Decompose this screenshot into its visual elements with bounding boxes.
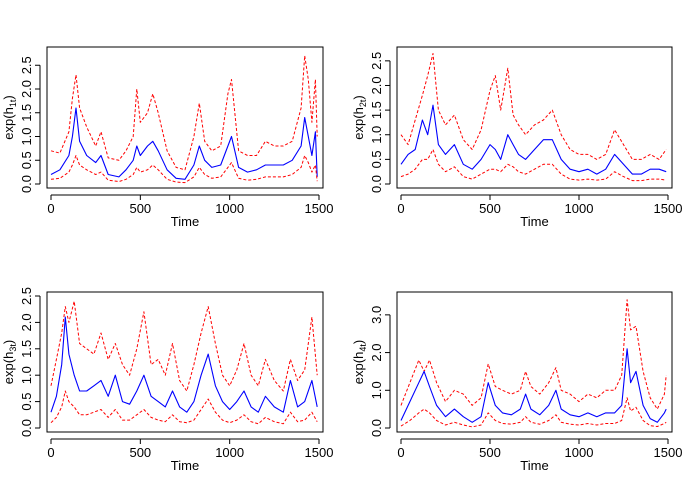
y-tick-label: 0.0: [19, 419, 34, 437]
x-tick-label: 500: [129, 201, 151, 216]
plot-frame: [46, 46, 324, 189]
x-tick-label: 1500: [654, 201, 683, 216]
y-label-base: exp(h: [351, 107, 366, 140]
x-tick-label: 1500: [305, 445, 334, 460]
y-tick-label: 0.5: [19, 151, 34, 169]
y-tick-label: 1.0: [369, 381, 384, 399]
series-line-mean: [50, 107, 318, 180]
y-axis-label: exp(h2t): [351, 95, 368, 139]
panel-2: 0 500 1000 1500 Time 0.0 0.5 1.0 1.5 2.0 2.5 exp(h2…: [351, 46, 683, 229]
y-tick-label: 1.0: [19, 366, 34, 384]
y-label-base: exp(h: [351, 352, 366, 385]
y-tick-label: 2.0: [369, 76, 384, 94]
y-tick-label: 0.5: [19, 393, 34, 411]
x-tick-label: 500: [479, 445, 501, 460]
x-tick-label: 0: [47, 445, 54, 460]
y-label-subscript: 3t: [8, 344, 18, 352]
x-axis-label: Time: [520, 458, 548, 473]
y-axis-label: exp(h4t): [351, 340, 368, 384]
x-tick-label: 1500: [654, 445, 683, 460]
y-tick-label: 2.0: [369, 344, 384, 362]
series-line-band: [400, 299, 667, 410]
y-tick-label: 2.0: [19, 313, 34, 331]
series-line-mean: [50, 316, 318, 413]
x-tick-label: 500: [479, 201, 501, 216]
x-tick-label: 1500: [305, 201, 334, 216]
y-axis-label: exp(h3t): [1, 340, 18, 384]
series-line-band: [50, 55, 318, 171]
y-tick-label: 1.0: [19, 127, 34, 145]
y-label-base: exp(h: [1, 352, 16, 385]
y-tick-label: 0.0: [369, 419, 384, 437]
panel-1: 0 500 1000 1500 Time 0.0 0.5 1.0 1.5 2.0 2.5 exp(h1…: [1, 46, 334, 229]
plot-frame: [396, 291, 673, 433]
x-axis-label: Time: [171, 458, 199, 473]
series-line-band: [400, 149, 667, 182]
x-axis-label: Time: [520, 214, 548, 229]
plot-frame: [396, 46, 673, 189]
series-line-band: [400, 397, 667, 428]
x-tick-label: 500: [129, 445, 151, 460]
series-line-mean: [400, 348, 667, 423]
series-line-band: [50, 300, 318, 392]
y-label-end: ): [351, 95, 366, 99]
series-line-band: [50, 390, 318, 425]
x-tick-label: 1000: [215, 201, 244, 216]
x-tick-label: 0: [397, 445, 404, 460]
x-tick-label: 1000: [565, 201, 594, 216]
y-tick-label: 1.5: [369, 101, 384, 119]
panel-3: 0 500 1000 1500 Time 0.0 0.5 1.0 1.5 2.0 2.5 exp(h3…: [1, 287, 333, 473]
y-tick-label: 2.5: [369, 52, 384, 70]
x-tick-label: 1000: [565, 445, 594, 460]
y-label-end: ): [351, 340, 366, 344]
y-tick-label: 2.5: [19, 56, 34, 74]
y-label-subscript: 1t: [8, 99, 18, 107]
series-line-mean: [400, 104, 667, 175]
y-tick-label: 1.5: [19, 104, 34, 122]
y-label-subscript: 4t: [358, 344, 368, 352]
y-axis-label: exp(h1t): [1, 95, 18, 139]
y-label-subscript: 2t: [358, 99, 368, 107]
plot-frame: [46, 291, 324, 433]
y-tick-label: 2.5: [19, 287, 34, 305]
y-label-base: exp(h: [1, 107, 16, 140]
y-tick-label: 1.0: [369, 126, 384, 144]
y-tick-label: 0.5: [369, 150, 384, 168]
x-tick-label: 1000: [215, 445, 244, 460]
series-line-band: [50, 155, 318, 184]
x-axis-label: Time: [171, 214, 199, 229]
y-label-end: ): [1, 340, 16, 344]
y-label-end: ): [1, 95, 16, 99]
y-tick-label: 2.0: [19, 80, 34, 98]
y-tick-label: 1.5: [19, 340, 34, 358]
y-tick-label: 0.0: [369, 175, 384, 193]
y-tick-label: 3.0: [369, 306, 384, 324]
y-tick-label: 0.0: [19, 175, 34, 193]
panel-4: 0 500 1000 1500 Time 0.0 1.0 2.0 3.0 exp(h4t): [351, 291, 683, 473]
x-tick-label: 0: [397, 201, 404, 216]
x-tick-label: 0: [47, 201, 54, 216]
series-line-band: [400, 53, 667, 160]
